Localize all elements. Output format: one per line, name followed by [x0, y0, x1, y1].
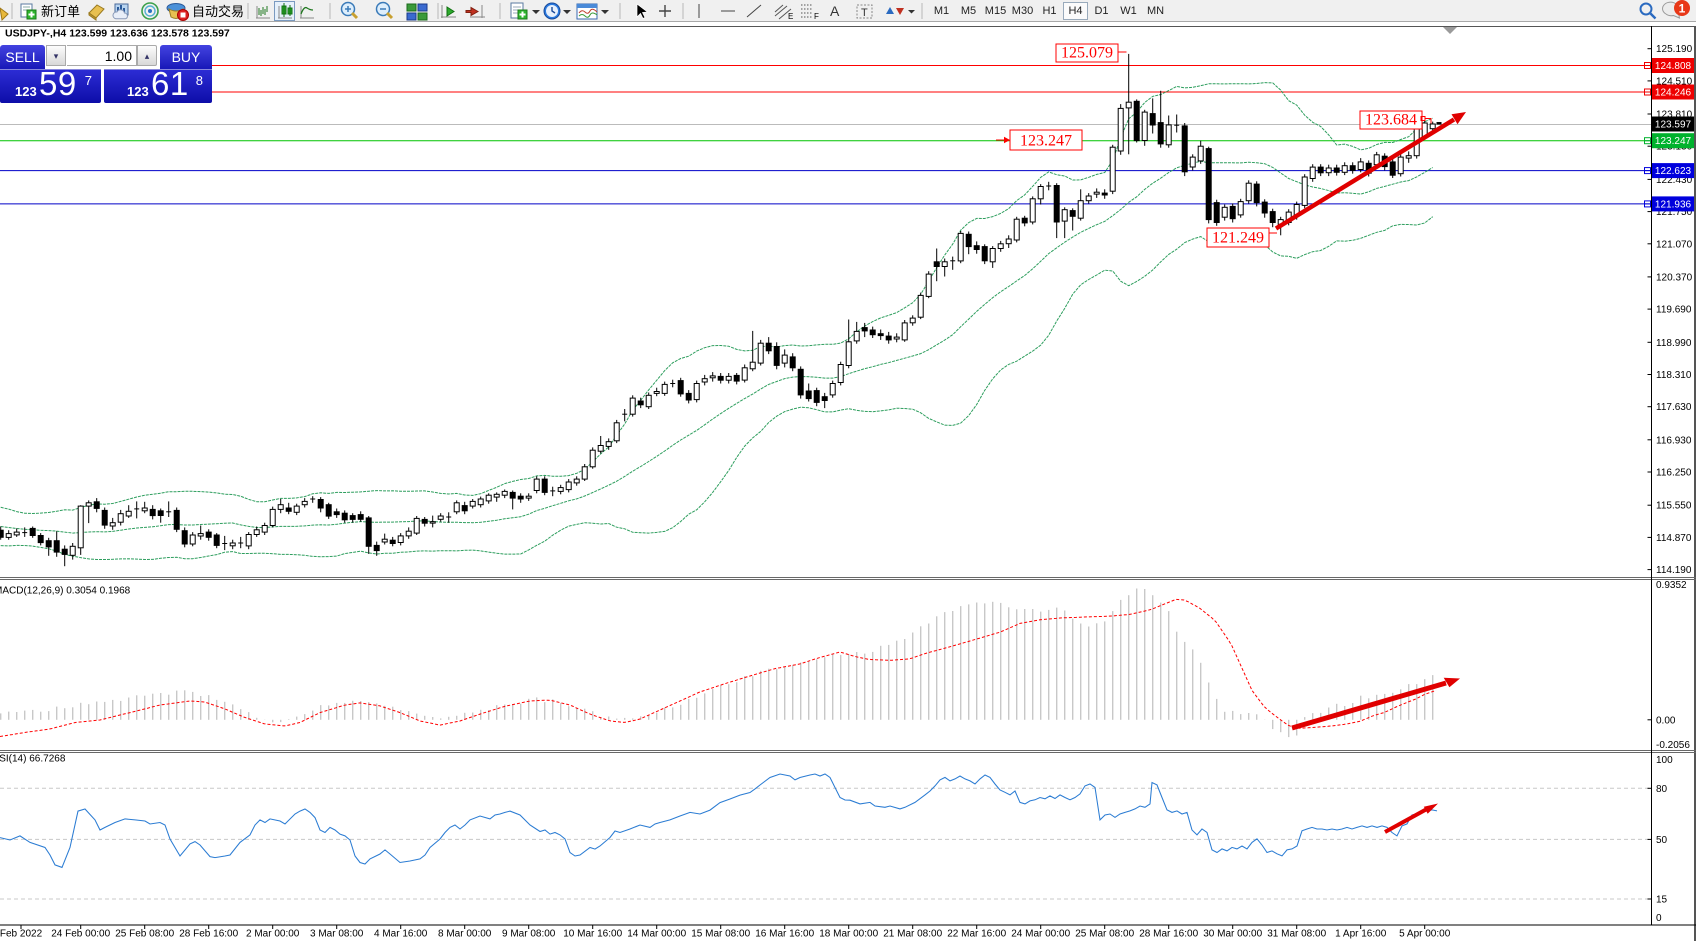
svg-text:4 Mar 16:00: 4 Mar 16:00	[374, 929, 428, 940]
svg-text:121.750: 121.750	[1656, 207, 1693, 218]
svg-text:15: 15	[1656, 895, 1668, 906]
svg-text:124.246: 124.246	[1655, 88, 1692, 99]
svg-text:USDJPY-,H4 123.599 123.636 12: USDJPY-,H4 123.599 123.636 123.578 123.5…	[5, 28, 230, 40]
svg-text:117.630: 117.630	[1656, 402, 1692, 413]
svg-text:80: 80	[1656, 784, 1668, 795]
svg-text:自动交易: 自动交易	[192, 4, 244, 19]
svg-text:116.250: 116.250	[1656, 468, 1692, 479]
svg-text:2 Mar 00:00: 2 Mar 00:00	[246, 929, 300, 940]
svg-text:116.930: 116.930	[1656, 435, 1692, 446]
svg-text:1: 1	[1679, 2, 1686, 16]
svg-text:0.9352: 0.9352	[1656, 580, 1687, 591]
svg-text:121.249: 121.249	[1212, 230, 1264, 247]
svg-text:F: F	[814, 12, 819, 21]
svg-text:30 Mar 00:00: 30 Mar 00:00	[1203, 929, 1262, 940]
svg-text:22 Mar 16:00: 22 Mar 16:00	[947, 929, 1006, 940]
svg-text:123.684: 123.684	[1365, 112, 1417, 129]
svg-text:25 Feb 08:00: 25 Feb 08:00	[115, 929, 174, 940]
svg-text:124.808: 124.808	[1655, 61, 1692, 72]
svg-text:115.550: 115.550	[1656, 501, 1692, 512]
svg-text:E: E	[788, 12, 793, 21]
svg-text:50: 50	[1656, 835, 1668, 846]
svg-text:123.597: 123.597	[1655, 120, 1692, 131]
svg-text:5 Apr 00:00: 5 Apr 00:00	[1399, 929, 1451, 940]
svg-text:31 Mar 08:00: 31 Mar 08:00	[1267, 929, 1326, 940]
svg-text:118.310: 118.310	[1656, 370, 1692, 381]
svg-text:0.00: 0.00	[1656, 715, 1676, 726]
svg-text:T: T	[861, 7, 868, 19]
svg-text:125.190: 125.190	[1656, 44, 1693, 55]
svg-text:0: 0	[1656, 913, 1662, 924]
svg-text:18 Mar 00:00: 18 Mar 00:00	[819, 929, 878, 940]
svg-text:10 Mar 16:00: 10 Mar 16:00	[563, 929, 622, 940]
svg-text:118.990: 118.990	[1656, 338, 1692, 349]
svg-text:MACD(12,26,9) 0.3054 0.1968: MACD(12,26,9) 0.3054 0.1968	[0, 586, 131, 597]
svg-text:21 Mar 08:00: 21 Mar 08:00	[883, 929, 942, 940]
svg-text:16 Mar 16:00: 16 Mar 16:00	[755, 929, 814, 940]
svg-text:28 Mar 16:00: 28 Mar 16:00	[1139, 929, 1198, 940]
svg-text:24 Mar 00:00: 24 Mar 00:00	[1011, 929, 1070, 940]
svg-text:123.247: 123.247	[1020, 133, 1072, 150]
svg-text:24 Feb 00:00: 24 Feb 00:00	[51, 929, 110, 940]
svg-text:15 Mar 08:00: 15 Mar 08:00	[691, 929, 750, 940]
svg-text:Feb 2022: Feb 2022	[0, 929, 43, 940]
svg-text:123.247: 123.247	[1655, 136, 1692, 147]
svg-text:25 Mar 08:00: 25 Mar 08:00	[1075, 929, 1134, 940]
svg-text:9 Mar 08:00: 9 Mar 08:00	[502, 929, 556, 940]
svg-text:120.370: 120.370	[1656, 272, 1693, 283]
svg-text:RSI(14) 66.7268: RSI(14) 66.7268	[0, 754, 66, 765]
svg-text:3 Mar 08:00: 3 Mar 08:00	[310, 929, 364, 940]
svg-text:100: 100	[1656, 755, 1673, 766]
svg-text:A: A	[830, 3, 840, 19]
svg-text:122.623: 122.623	[1655, 166, 1692, 177]
svg-text:-0.2056: -0.2056	[1656, 740, 1690, 751]
svg-text:124.510: 124.510	[1656, 76, 1693, 87]
svg-text:123.810: 123.810	[1656, 110, 1693, 121]
svg-text:28 Feb 16:00: 28 Feb 16:00	[179, 929, 238, 940]
svg-text:新订单: 新订单	[41, 4, 80, 19]
svg-text:1 Apr 16:00: 1 Apr 16:00	[1335, 929, 1387, 940]
svg-text:114.870: 114.870	[1656, 533, 1692, 544]
svg-text:119.690: 119.690	[1656, 305, 1692, 316]
svg-text:121.070: 121.070	[1656, 239, 1693, 250]
svg-text:122.430: 122.430	[1656, 175, 1693, 186]
svg-text:121.936: 121.936	[1655, 199, 1692, 210]
svg-text:125.079: 125.079	[1061, 45, 1113, 62]
svg-text:114.190: 114.190	[1656, 565, 1692, 576]
svg-text:8 Mar 00:00: 8 Mar 00:00	[438, 929, 492, 940]
svg-text:14 Mar 00:00: 14 Mar 00:00	[627, 929, 686, 940]
